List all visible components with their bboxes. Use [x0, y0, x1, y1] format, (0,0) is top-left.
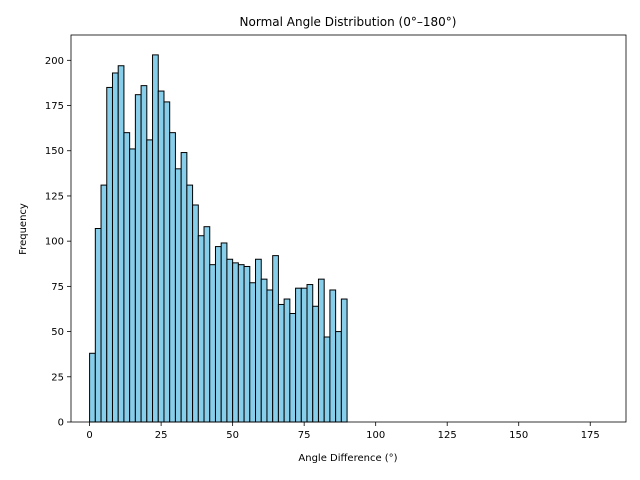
- histogram-bar: [220, 242, 228, 423]
- x-axis: 0 25 50 75 100 125 150 175: [86, 422, 600, 441]
- histogram-bar: [146, 139, 154, 423]
- y-tick-label: 100: [45, 237, 64, 248]
- x-tick-label: 25: [155, 430, 168, 441]
- histogram-bar: [157, 90, 165, 423]
- histogram-bar: [106, 86, 113, 423]
- histogram-bar: [100, 184, 108, 423]
- x-tick-label: 125: [438, 430, 457, 441]
- y-axis-label: Frequency: [18, 203, 29, 255]
- histogram-bar: [169, 132, 176, 423]
- histogram-bar: [255, 258, 262, 423]
- histogram-bar: [111, 72, 119, 423]
- histogram-bar: [277, 303, 285, 423]
- histogram-bar: [186, 184, 194, 423]
- histogram-bar: [323, 336, 331, 423]
- x-tick-label: 100: [366, 430, 385, 441]
- histogram-bar: [174, 168, 182, 423]
- histogram-bar: [335, 331, 342, 423]
- histogram-bar: [300, 287, 308, 423]
- histogram-bar: [214, 246, 222, 423]
- histogram-bar: [123, 132, 131, 423]
- histogram-bar: [329, 289, 337, 423]
- y-tick-label: 200: [45, 56, 64, 67]
- histogram-bar: [283, 298, 291, 423]
- histogram-bar: [89, 352, 96, 423]
- histogram-bar: [295, 287, 302, 423]
- x-tick-label: 150: [509, 430, 528, 441]
- histogram-bar: [312, 305, 319, 423]
- histogram-bar: [232, 262, 239, 423]
- x-axis-label: Angle Difference (°): [298, 453, 397, 464]
- y-axis: 0 25 50 75 100 125 150 175 200: [45, 56, 71, 429]
- y-tick-label: 0: [58, 418, 64, 429]
- histogram-bar: [134, 94, 142, 423]
- histogram-bar: [306, 284, 314, 423]
- chart-title: Normal Angle Distribution (0°–180°): [240, 15, 457, 29]
- y-tick-label: 125: [45, 191, 64, 202]
- histogram-bar: [140, 85, 148, 423]
- histogram-bar: [340, 298, 348, 423]
- x-tick-label: 50: [226, 430, 239, 441]
- x-tick-label: 75: [298, 430, 311, 441]
- bars-group: [89, 54, 348, 423]
- histogram-bar: [180, 152, 188, 423]
- x-tick-label: 175: [581, 430, 600, 441]
- histogram-bar: [152, 54, 159, 423]
- histogram-bar: [117, 65, 125, 423]
- histogram-bar: [226, 258, 234, 423]
- plot-area-frame: [70, 34, 627, 423]
- histogram-bar: [94, 228, 102, 423]
- y-tick-label: 50: [51, 327, 64, 338]
- histogram-bar: [289, 312, 297, 423]
- histogram-bar: [163, 101, 171, 423]
- histogram-bar: [237, 264, 245, 423]
- histogram-bar: [209, 264, 216, 423]
- y-tick-label: 25: [51, 372, 64, 383]
- histogram-bar: [249, 282, 257, 423]
- x-tick-label: 0: [86, 430, 92, 441]
- histogram-bar: [266, 289, 274, 423]
- y-tick-label: 75: [51, 282, 64, 293]
- y-tick-label: 150: [45, 146, 64, 157]
- histogram-bar: [260, 278, 268, 423]
- histogram-bar: [243, 265, 251, 423]
- histogram-bar: [197, 235, 205, 423]
- histogram-bar: [129, 148, 136, 423]
- y-tick-label: 175: [45, 101, 64, 112]
- histogram-bar: [203, 226, 211, 423]
- histogram-bar: [272, 255, 279, 423]
- histogram-bar: [192, 204, 199, 423]
- histogram-bar: [317, 278, 325, 423]
